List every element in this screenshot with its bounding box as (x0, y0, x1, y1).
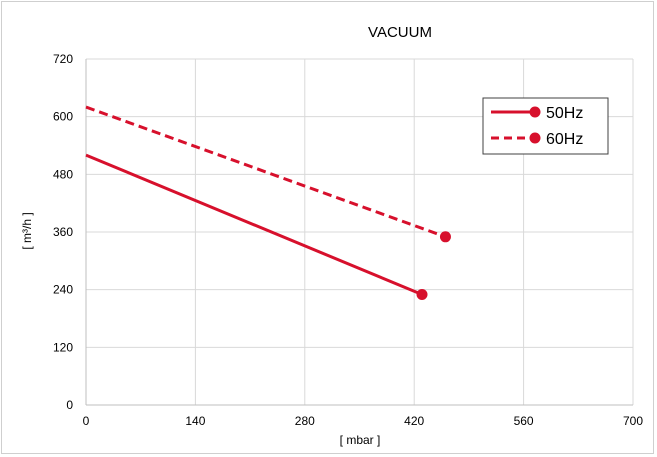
legend-marker-60Hz (529, 132, 541, 144)
x-tick-label: 420 (404, 414, 424, 428)
legend-label-50Hz: 50Hz (546, 105, 583, 122)
axes (85, 59, 633, 406)
y-tick-label: 240 (53, 283, 73, 297)
x-tick-label: 280 (295, 414, 315, 428)
y-tick-label: 360 (53, 225, 73, 239)
y-tick-label: 0 (66, 398, 73, 412)
x-tick-label: 700 (623, 414, 643, 428)
legend-label-60Hz: 60Hz (546, 131, 583, 148)
series-layer (85, 105, 451, 300)
legend: 50Hz 60Hz (482, 97, 609, 155)
y-tick-label: 720 (53, 52, 73, 66)
series-end-marker-50Hz (416, 288, 428, 300)
y-axis-label: [ m³/h ] (20, 212, 34, 249)
x-tick-labels: 0 140 280 420 560 700 (83, 414, 644, 428)
chart-title: VACUUM (368, 24, 432, 41)
legend-marker-50Hz (529, 106, 541, 118)
x-tick-label: 140 (185, 414, 205, 428)
y-tick-label: 480 (53, 167, 73, 181)
series-end-marker-60Hz (439, 231, 451, 243)
y-tick-label: 600 (53, 110, 73, 124)
series-line-60Hz (85, 105, 446, 239)
series-line-50Hz (85, 153, 423, 296)
y-tick-labels: 0 120 240 360 480 600 720 (53, 52, 73, 412)
y-tick-label: 120 (53, 340, 73, 354)
x-axis-label: [ mbar ] (340, 433, 381, 447)
x-tick-label: 560 (514, 414, 534, 428)
legend-box (482, 97, 609, 155)
x-tick-label: 0 (83, 414, 90, 428)
